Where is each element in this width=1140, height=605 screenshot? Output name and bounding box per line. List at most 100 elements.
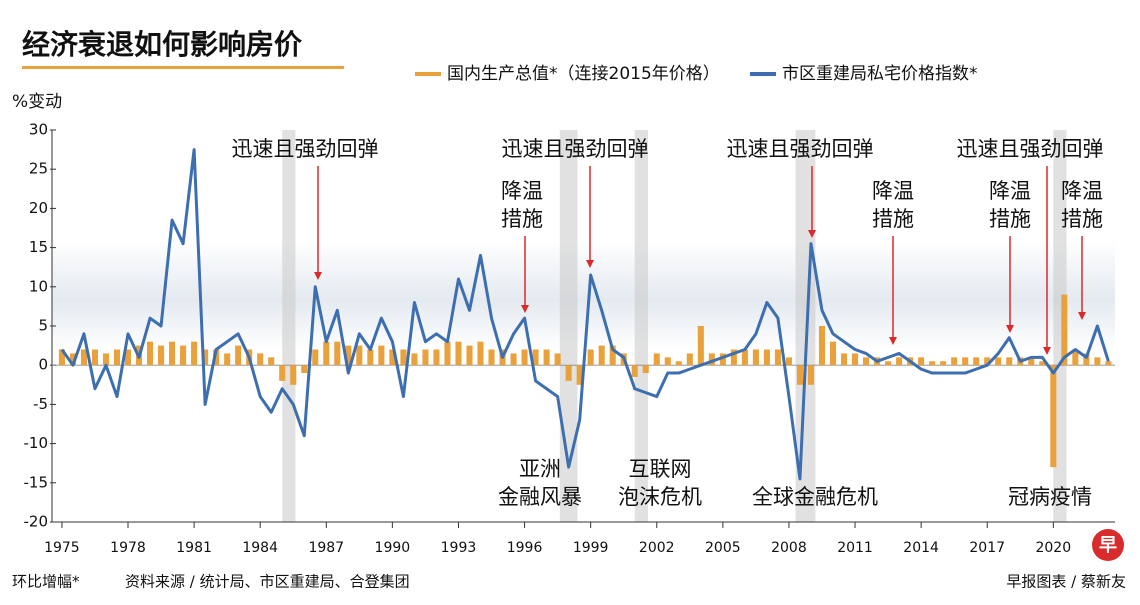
bar: [785, 357, 792, 366]
bar: [863, 357, 870, 366]
annotation-arrowhead: [889, 337, 897, 345]
bar: [587, 349, 594, 366]
annotation: 措施: [1061, 207, 1103, 231]
bar: [158, 345, 165, 366]
bar: [521, 349, 528, 366]
bar: [312, 349, 319, 366]
bar: [598, 345, 605, 366]
annotation-arrowhead: [521, 305, 529, 313]
x-tick-label: 2011: [837, 540, 873, 556]
annotation: 降温: [1061, 179, 1103, 203]
bar: [1072, 349, 1079, 366]
legend-label: 国内生产总值*（连接2015年价格）: [447, 64, 720, 84]
annotation: 措施: [872, 207, 914, 231]
x-tick-label: 2020: [1035, 540, 1071, 556]
annotation: 金融风暴: [498, 485, 582, 509]
bar: [1039, 361, 1046, 366]
annotation: 迅速且强劲回弹: [727, 137, 874, 161]
bar: [885, 361, 892, 366]
annotation: 降温: [989, 179, 1031, 203]
bar: [852, 353, 859, 366]
x-tick-label: 1990: [375, 540, 411, 556]
bar: [213, 349, 220, 366]
bar: [962, 357, 969, 366]
annotation-arrowhead: [314, 272, 322, 280]
bar: [686, 353, 693, 366]
bar: [653, 353, 660, 366]
footnote: 环比增幅*: [12, 573, 80, 591]
recession-band: [1053, 130, 1067, 522]
skyline-backdrop: [52, 240, 1115, 350]
bar: [1083, 353, 1090, 366]
bar: [69, 353, 76, 366]
bar: [488, 349, 495, 366]
bar: [323, 341, 330, 366]
bar: [631, 365, 638, 377]
y-tick-label: 15: [29, 238, 48, 256]
source: 资料来源 / 统计局、市区重建局、合登集团: [125, 573, 410, 591]
bar: [257, 353, 264, 366]
annotation-arrowhead: [586, 260, 594, 268]
bar: [1028, 357, 1035, 366]
bar: [719, 353, 726, 366]
recession-band: [634, 130, 648, 522]
x-tick-label: 1981: [176, 540, 212, 556]
bar: [411, 353, 418, 366]
bar: [455, 341, 462, 366]
bar: [840, 353, 848, 366]
x-tick-label: 1978: [110, 540, 146, 556]
bar: [433, 349, 440, 366]
y-tick-label: -5: [33, 395, 48, 413]
bar: [477, 341, 484, 366]
x-tick-label: 2005: [705, 540, 741, 556]
bar: [609, 345, 616, 366]
bar: [301, 365, 308, 374]
bar: [741, 349, 748, 366]
bar: [367, 349, 374, 366]
y-tick-label: 20: [29, 199, 48, 217]
bar: [730, 349, 737, 366]
bar: [543, 349, 550, 366]
y-tick-label: 0: [38, 356, 48, 374]
bar: [1105, 361, 1112, 366]
bar: [918, 357, 925, 366]
bar: [224, 353, 231, 366]
bar: [1061, 294, 1068, 366]
bar: [995, 357, 1002, 366]
bar: [268, 357, 275, 366]
annotation: 冠病疫情: [1008, 485, 1092, 509]
bar: [697, 326, 704, 366]
bar: [1094, 357, 1101, 366]
y-axis-label: %变动: [12, 92, 62, 112]
credit: 早报图表 / 蔡新友: [1006, 573, 1126, 591]
bar: [279, 365, 286, 381]
bar: [664, 357, 671, 366]
bar: [1050, 365, 1057, 468]
bar: [345, 345, 352, 366]
bar: [378, 345, 385, 366]
annotation-arrowhead: [808, 230, 816, 238]
bar: [510, 353, 517, 366]
annotation: 降温: [501, 179, 543, 203]
recession-band: [795, 130, 816, 522]
annotation: 亚洲: [519, 457, 561, 481]
x-tick-label: 1996: [507, 540, 543, 556]
bar: [896, 357, 903, 366]
y-tick-label: 30: [29, 121, 48, 139]
bar: [334, 341, 341, 366]
bar: [113, 349, 121, 366]
bar: [91, 349, 98, 366]
x-tick-label: 2017: [969, 540, 1005, 556]
bar: [774, 349, 781, 366]
y-tick-label: -20: [24, 513, 49, 531]
logo-mark: 早: [1099, 535, 1117, 556]
x-tick-label: 1993: [441, 540, 477, 556]
bar: [818, 326, 826, 366]
annotation: 迅速且强劲回弹: [957, 137, 1104, 161]
x-tick-label: 2002: [639, 540, 675, 556]
bar: [191, 341, 198, 366]
bar: [124, 349, 132, 366]
bar: [576, 365, 583, 385]
x-tick-label: 1999: [573, 540, 609, 556]
bar: [466, 345, 473, 366]
